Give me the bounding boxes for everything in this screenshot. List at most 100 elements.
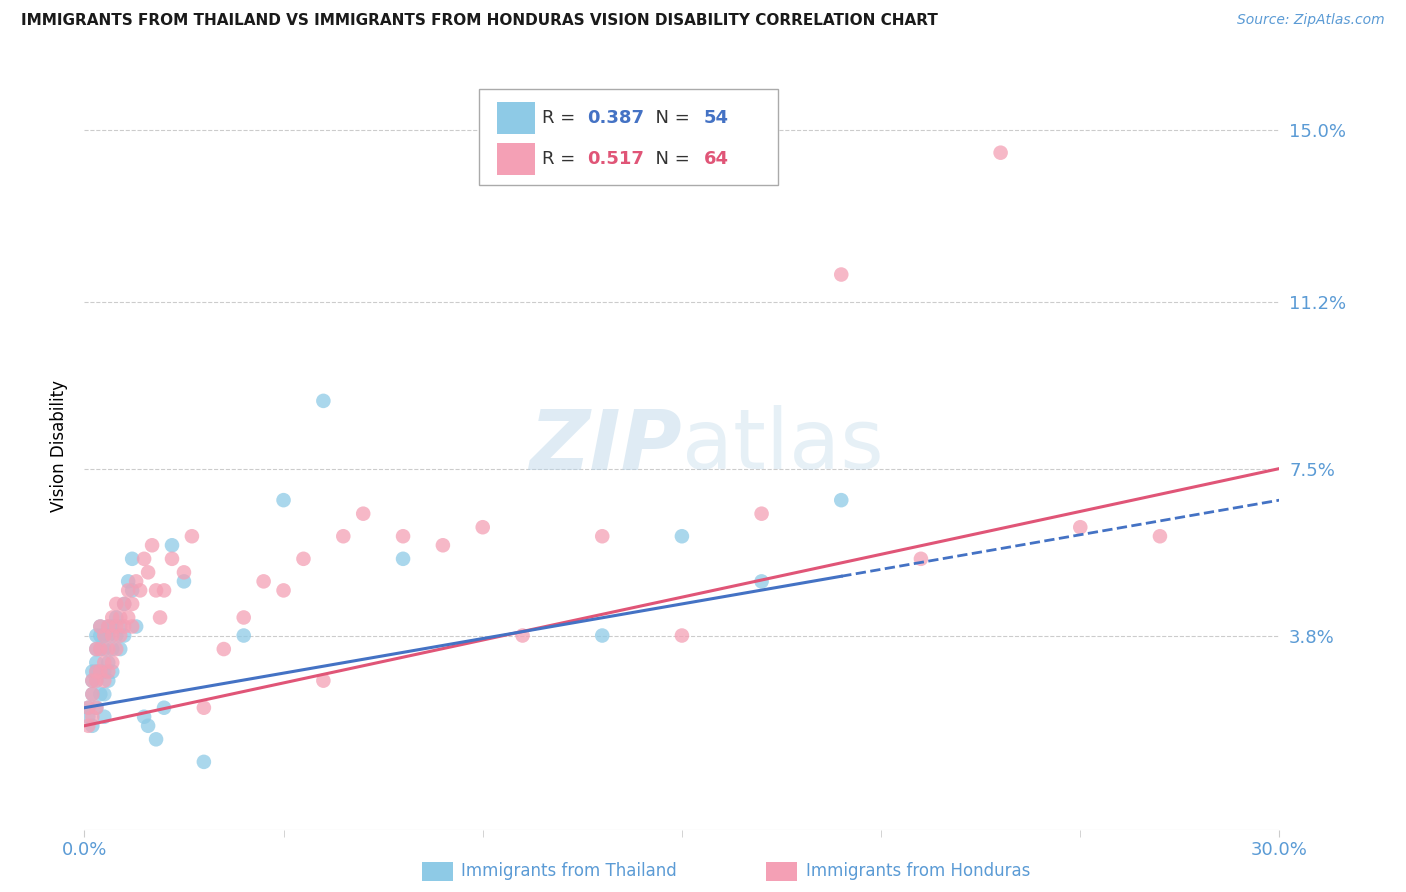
Point (117, 583, 139, 598)
Point (77, 700, 100, 714)
Point (93, 710, 115, 724)
Point (212, 642, 235, 657)
Point (101, 628, 124, 642)
Point (193, 755, 215, 769)
Point (97, 628, 120, 642)
Point (93, 656, 115, 670)
Point (105, 619, 128, 633)
Point (136, 566, 159, 580)
Point (125, 619, 148, 633)
Point (591, 628, 613, 642)
Point (181, 529, 204, 543)
Point (93, 628, 115, 642)
Point (141, 538, 163, 552)
Text: N =: N = (644, 150, 695, 169)
Point (671, 628, 693, 642)
Point (89, 642, 111, 657)
Point (89, 619, 111, 633)
Point (101, 665, 124, 679)
Point (132, 551, 156, 566)
Point (105, 610, 128, 624)
Point (990, 145, 1012, 160)
Point (97, 673, 120, 688)
Point (105, 628, 128, 642)
Text: N =: N = (644, 109, 695, 127)
Text: IMMIGRANTS FROM THAILAND VS IMMIGRANTS FROM HONDURAS VISION DISABILITY CORRELATI: IMMIGRANTS FROM THAILAND VS IMMIGRANTS F… (21, 13, 938, 29)
Point (121, 597, 143, 611)
Point (160, 538, 183, 552)
Point (125, 574, 148, 589)
Point (101, 642, 124, 657)
Y-axis label: Vision Disability: Vision Disability (51, 380, 69, 512)
Point (193, 700, 215, 714)
Point (86, 700, 108, 714)
Point (136, 719, 159, 733)
Point (89, 642, 111, 657)
Point (392, 529, 415, 543)
Point (471, 520, 494, 534)
Text: R =: R = (543, 109, 581, 127)
Point (89, 665, 111, 679)
Point (101, 610, 124, 624)
Point (512, 628, 534, 642)
Point (132, 710, 156, 724)
Point (149, 610, 172, 624)
Point (110, 628, 132, 642)
Point (93, 673, 115, 688)
Point (153, 583, 176, 598)
Point (332, 529, 354, 543)
Point (352, 507, 374, 521)
Point (110, 610, 132, 624)
Point (145, 732, 167, 747)
Point (77, 719, 100, 733)
Point (77, 710, 100, 724)
Point (751, 574, 773, 589)
Point (82, 687, 104, 701)
Point (432, 538, 454, 552)
Point (97, 656, 120, 670)
Point (910, 551, 932, 566)
Point (82, 673, 104, 688)
Text: atlas: atlas (682, 406, 883, 486)
Point (97, 665, 120, 679)
Point (830, 268, 852, 282)
Point (751, 507, 773, 521)
Point (591, 529, 613, 543)
Point (273, 493, 295, 508)
Point (671, 529, 693, 543)
Point (173, 574, 195, 589)
Point (86, 628, 108, 642)
Point (105, 642, 128, 657)
Text: Immigrants from Thailand: Immigrants from Thailand (461, 863, 676, 880)
Point (112, 628, 135, 642)
Point (112, 619, 135, 633)
Point (86, 700, 108, 714)
FancyBboxPatch shape (496, 102, 534, 134)
Point (101, 656, 124, 670)
Point (86, 642, 108, 657)
Point (232, 628, 254, 642)
Point (82, 719, 104, 733)
Point (77, 700, 100, 714)
Point (101, 619, 124, 633)
Text: Source: ZipAtlas.com: Source: ZipAtlas.com (1237, 13, 1385, 28)
Text: 64: 64 (703, 150, 728, 169)
Point (121, 551, 143, 566)
Point (82, 665, 104, 679)
Point (97, 619, 120, 633)
Point (253, 574, 276, 589)
FancyBboxPatch shape (496, 144, 534, 176)
Point (312, 673, 335, 688)
Point (93, 687, 115, 701)
Point (173, 566, 195, 580)
Point (153, 700, 176, 714)
Point (110, 619, 132, 633)
Point (160, 551, 183, 566)
Point (89, 619, 111, 633)
Point (86, 656, 108, 670)
Point (117, 574, 139, 589)
Text: 54: 54 (703, 109, 728, 127)
Point (292, 551, 315, 566)
Point (82, 710, 104, 724)
Point (97, 642, 120, 657)
